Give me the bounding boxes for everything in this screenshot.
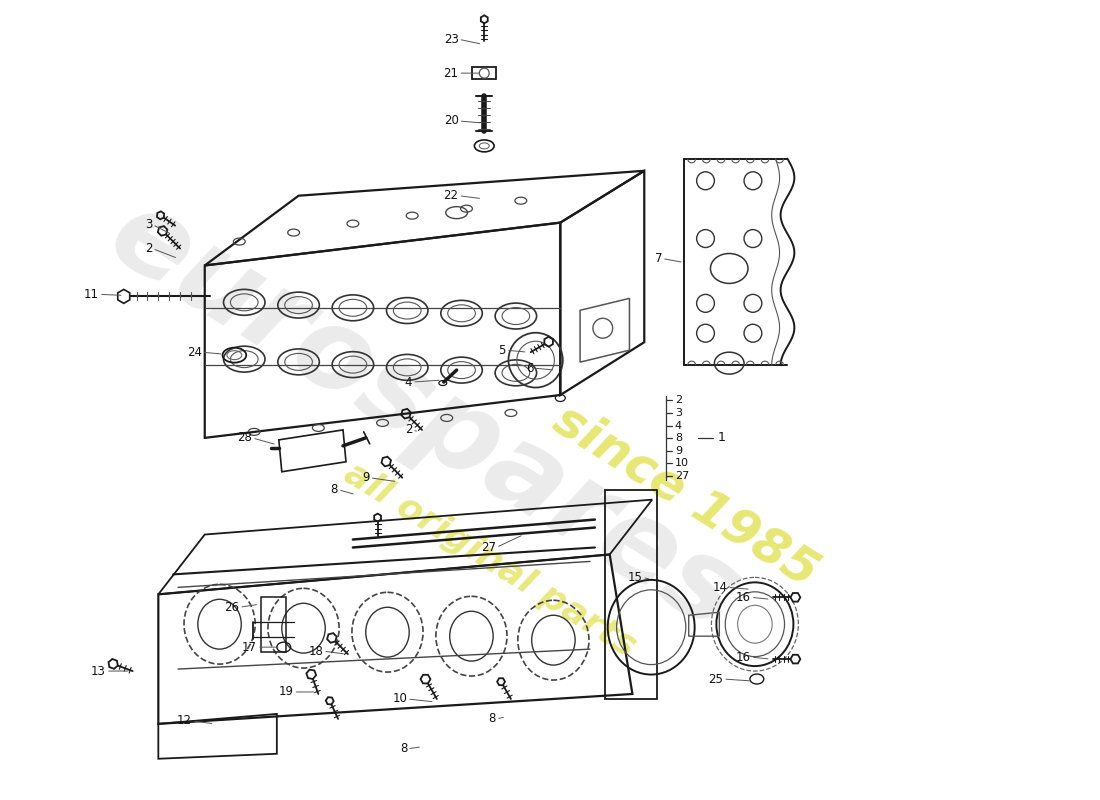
Text: 3: 3 [675, 408, 682, 418]
Text: 8: 8 [331, 483, 338, 496]
Text: eurospares: eurospares [90, 178, 760, 654]
Text: 19: 19 [278, 686, 294, 698]
Text: 9: 9 [362, 471, 370, 484]
Text: 8: 8 [488, 712, 496, 726]
Text: 14: 14 [712, 581, 727, 594]
Text: 16: 16 [736, 591, 751, 604]
Text: 23: 23 [443, 33, 459, 46]
Text: all original parts: all original parts [338, 456, 642, 663]
Text: 8: 8 [675, 433, 682, 443]
Text: 15: 15 [627, 571, 642, 584]
Text: 7: 7 [654, 252, 662, 265]
Text: 21: 21 [443, 66, 459, 80]
Text: 10: 10 [675, 458, 689, 468]
Text: 1: 1 [717, 431, 725, 444]
Text: 28: 28 [238, 431, 252, 444]
Text: 22: 22 [443, 190, 459, 202]
Text: 27: 27 [675, 470, 689, 481]
Text: 2: 2 [405, 423, 412, 436]
Text: 9: 9 [675, 446, 682, 456]
Text: 18: 18 [308, 645, 323, 658]
Text: 27: 27 [481, 541, 496, 554]
Text: 11: 11 [84, 288, 99, 301]
Text: 12: 12 [177, 714, 191, 727]
Text: 16: 16 [736, 650, 751, 664]
Text: 26: 26 [224, 601, 240, 614]
Text: 17: 17 [242, 641, 257, 654]
Text: 25: 25 [708, 673, 724, 686]
Text: 8: 8 [399, 742, 407, 755]
Text: since 1985: since 1985 [544, 395, 827, 596]
Text: 24: 24 [187, 346, 201, 358]
Text: 3: 3 [145, 218, 153, 231]
Text: 4: 4 [675, 421, 682, 431]
Text: 6: 6 [526, 362, 534, 374]
Text: 2: 2 [145, 242, 153, 255]
Text: 4: 4 [405, 375, 412, 389]
Text: 2: 2 [675, 395, 682, 405]
Text: 10: 10 [393, 693, 407, 706]
Text: 13: 13 [91, 665, 106, 678]
Text: 20: 20 [443, 114, 459, 127]
Text: 5: 5 [498, 344, 506, 357]
